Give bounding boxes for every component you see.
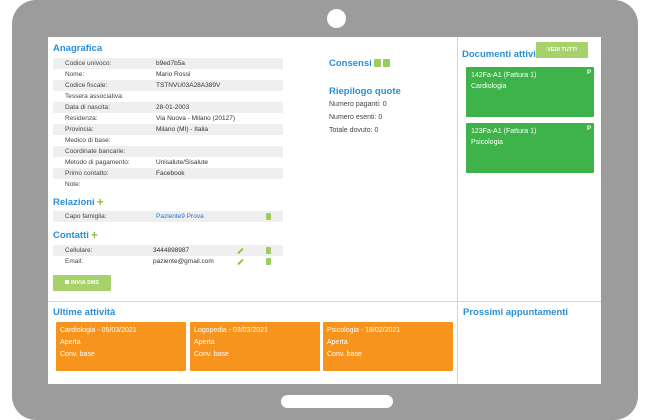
table-row: Nome: Mario Rossi	[53, 69, 283, 80]
field-label: Email:	[65, 258, 84, 265]
riepilogo-line: Numero esenti: 0	[329, 114, 383, 121]
contatti-title: Contatti +	[53, 228, 98, 242]
relazioni-title: Relazioni +	[53, 195, 104, 209]
table-row: Tessera associativa:	[53, 91, 283, 102]
table-row: Note:	[53, 179, 283, 190]
column-divider	[457, 37, 458, 384]
contatti-table: Cellulare: 3444898987 Email: paziente@gmai…	[53, 245, 283, 267]
consent-icon[interactable]	[382, 59, 390, 67]
row-divider	[48, 301, 601, 302]
document-title: 142Fa-A1 (Fattura 1)	[471, 72, 537, 79]
anagrafica-title: Anagrafica	[53, 43, 103, 54]
documenti-title: Documenti attivi	[462, 49, 536, 60]
activity-card[interactable]: Cardiologia - 05/03/2021 Aperta Conv. ba…	[56, 322, 186, 371]
field-value: b9ed7b5a	[156, 60, 185, 67]
activity-status: Aperta	[194, 339, 215, 346]
activity-title: Cardiologia - 05/03/2021	[60, 327, 137, 334]
table-row: Codice univoco: b9ed7b5a	[53, 58, 283, 69]
table-row: Medico di base:	[53, 135, 283, 146]
riepilogo-line: Numero paganti: 0	[329, 101, 387, 108]
field-value: Facebook	[156, 170, 185, 177]
field-label: Codice fiscale:	[65, 82, 108, 89]
field-label: Capo famiglia:	[65, 213, 107, 220]
activity-convention: Conv. base	[327, 351, 362, 358]
table-row: Provincia: Milano (MI) - Italia	[53, 124, 283, 135]
document-card[interactable]: P 142Fa-A1 (Fattura 1) Cardiologia	[466, 67, 594, 117]
field-label: Coordinate bancarie:	[65, 148, 126, 155]
field-label: Cellulare:	[65, 247, 93, 254]
delete-icon[interactable]	[266, 213, 271, 220]
delete-icon[interactable]	[266, 247, 271, 254]
table-row: Codice fiscale: TSTNVU03A28A389V	[53, 80, 283, 91]
consent-icon[interactable]	[373, 59, 381, 67]
field-label: Tessera associativa:	[65, 93, 124, 100]
contatti-label: Contatti	[53, 230, 89, 241]
table-row: Primo contatto: Facebook	[53, 168, 283, 179]
message-icon	[65, 280, 70, 284]
document-title: 123Fa-A1 (Fattura 1)	[471, 128, 537, 135]
riepilogo-line: Totale dovuto: 0	[329, 127, 379, 134]
table-row: Capo famiglia: Paziente9 Prova	[53, 211, 283, 222]
table-row: Metodo di pagamento: Unisalute/Sisalute	[53, 157, 283, 168]
activity-status: Aperta	[327, 339, 348, 346]
field-value: Milano (MI) - Italia	[156, 126, 209, 133]
field-label: Metodo di pagamento:	[65, 159, 130, 166]
field-label: Codice univoco:	[65, 60, 112, 67]
ultime-attivita-title: Ultime attività	[53, 307, 116, 318]
field-label: Nome:	[65, 71, 85, 78]
field-value: TSTNVU03A28A389V	[156, 82, 221, 89]
screen: Anagrafica Codice univoco: b9ed7b5a Nome:…	[48, 37, 601, 384]
vedi-tutti-button[interactable]: VEDI TUTTI	[536, 42, 588, 58]
document-subtitle: Cardiologia	[471, 83, 507, 90]
field-label: Primo contatto:	[65, 170, 109, 177]
relazioni-table: Capo famiglia: Paziente9 Prova	[53, 211, 283, 222]
field-value: 28-01-2003	[156, 104, 190, 111]
pin-icon[interactable]: P	[586, 126, 591, 132]
relazioni-label: Relazioni	[53, 197, 95, 208]
add-relation-icon[interactable]: +	[96, 195, 104, 209]
table-row: Cellulare: 3444898987	[53, 245, 283, 256]
table-row: Email: paziente@gmail.com	[53, 256, 283, 267]
field-label: Medico di base:	[65, 137, 111, 144]
anagrafica-table: Codice univoco: b9ed7b5a Nome: Mario Rossi…	[53, 58, 283, 190]
riepilogo-title: Riepilogo quote	[329, 86, 401, 97]
invia-sms-label: INVIA SMS	[71, 280, 99, 286]
activity-card[interactable]: Logopedia - 03/03/2021 Aperta Conv. base	[190, 322, 320, 371]
edit-icon[interactable]	[237, 258, 244, 266]
field-label: Note:	[65, 181, 81, 188]
document-card[interactable]: P 123Fa-A1 (Fattura 1) Psicologia	[466, 123, 594, 173]
consensi-label: Consensi	[329, 58, 372, 69]
field-value: 3444898987	[153, 247, 190, 254]
prossimi-appuntamenti-title: Prossimi appuntamenti	[463, 307, 569, 318]
invia-sms-button[interactable]: INVIA SMS	[53, 275, 111, 291]
activity-status: Aperta	[60, 339, 81, 346]
field-value: paziente@gmail.com	[153, 258, 214, 265]
field-value: Mario Rossi	[156, 71, 191, 78]
table-row: Residenza: Via Nuova - Milano (20127)	[53, 113, 283, 124]
activity-title: Psicologia - 18/02/2021	[327, 327, 401, 334]
table-row: Coordinate bancarie:	[53, 146, 283, 157]
home-button[interactable]	[281, 395, 393, 408]
edit-icon[interactable]	[237, 247, 244, 255]
activity-convention: Conv. base	[60, 351, 95, 358]
pin-icon[interactable]: P	[586, 70, 591, 76]
document-subtitle: Psicologia	[471, 139, 503, 146]
field-label: Residenza:	[65, 115, 98, 122]
camera-icon	[327, 9, 346, 28]
field-label: Provincia:	[65, 126, 94, 133]
field-value: Unisalute/Sisalute	[156, 159, 209, 166]
capo-famiglia-link[interactable]: Paziente9 Prova	[156, 213, 204, 220]
delete-icon[interactable]	[266, 258, 271, 265]
field-label: Data di nascita:	[65, 104, 110, 111]
activity-convention: Conv. base	[194, 351, 229, 358]
field-value: Via Nuova - Milano (20127)	[156, 115, 236, 122]
activity-title: Logopedia - 03/03/2021	[194, 327, 268, 334]
add-contact-icon[interactable]: +	[90, 228, 98, 242]
table-row: Data di nascita: 28-01-2003	[53, 102, 283, 113]
activity-card[interactable]: Psicologia - 18/02/2021 Aperta Conv. bas…	[323, 322, 453, 371]
consensi-title: Consensi	[329, 58, 390, 69]
